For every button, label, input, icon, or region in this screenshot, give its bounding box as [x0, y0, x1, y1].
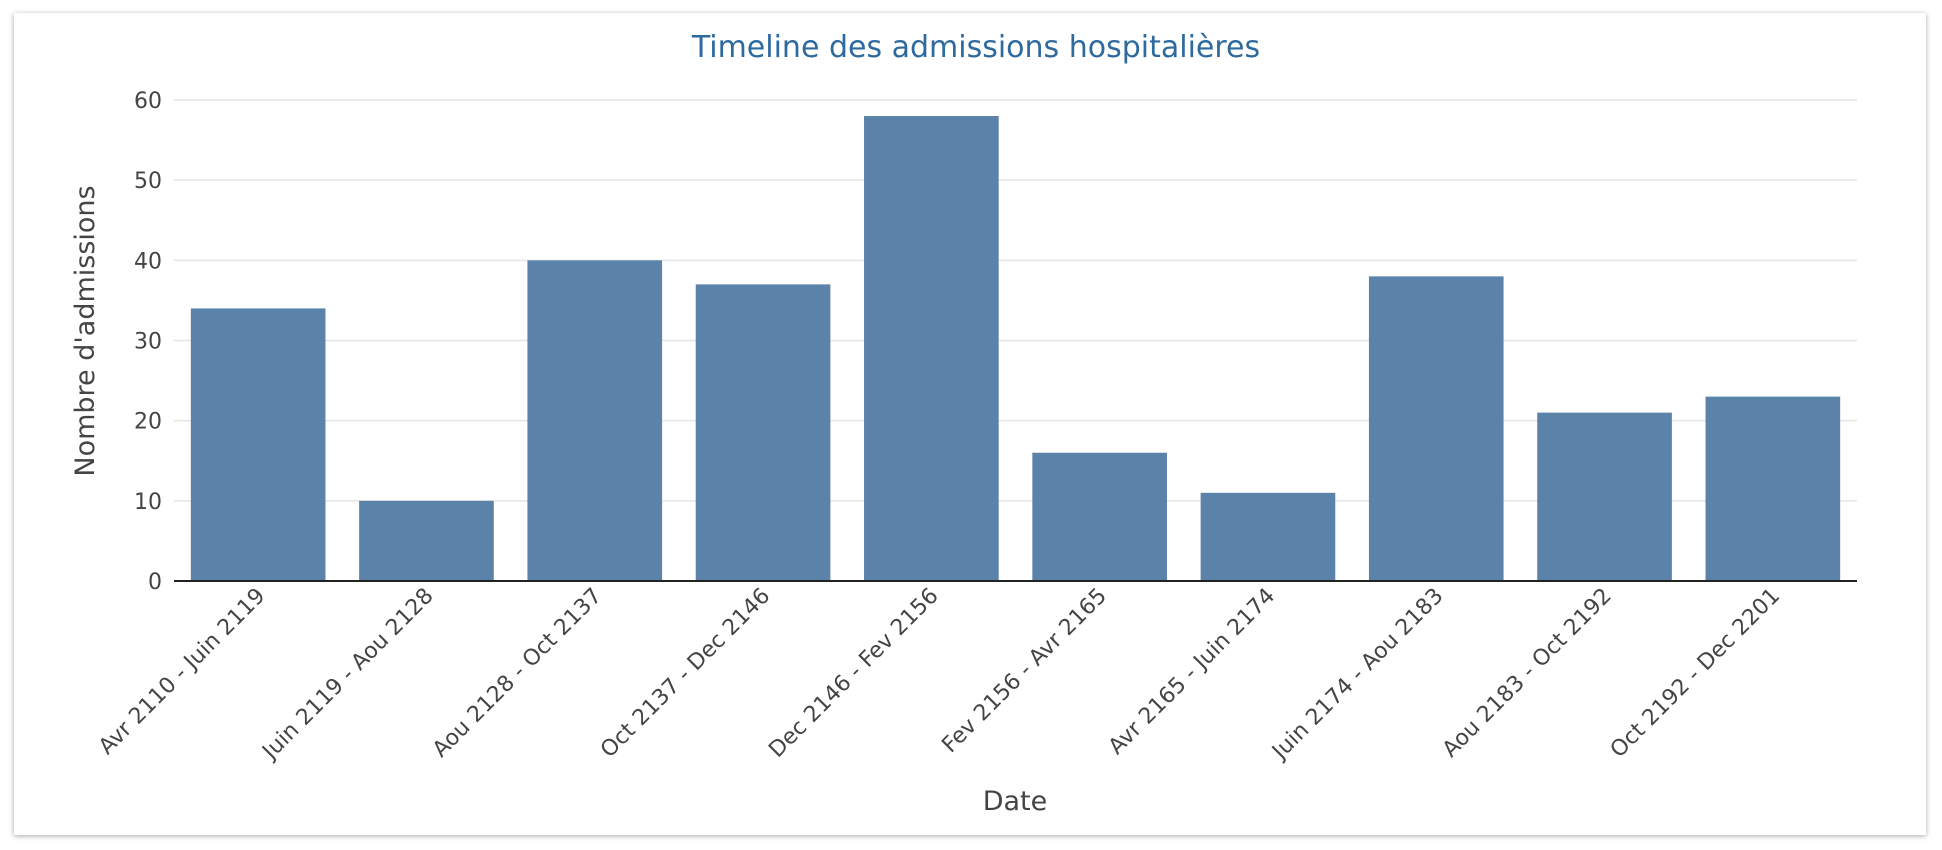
- chart-title: Timeline des admissions hospitalières: [691, 30, 1260, 65]
- x-tick-label: Juin 2119 - Aou 2128: [257, 584, 439, 766]
- x-tick-label: Juin 2174 - Aou 2183: [1266, 584, 1448, 766]
- bar: [1537, 412, 1672, 581]
- bar: [695, 284, 831, 581]
- x-tick-label: Dec 2146 - Fev 2156: [764, 584, 943, 763]
- y-tick-label: 20: [134, 410, 162, 435]
- y-tick-label: 30: [134, 330, 162, 355]
- y-tick-label: 50: [134, 169, 162, 194]
- y-tick-label: 60: [134, 89, 162, 114]
- y-tick-label: 0: [148, 570, 162, 595]
- bar: [1032, 452, 1167, 581]
- bar: [1368, 276, 1504, 581]
- bar: [1200, 492, 1336, 581]
- x-tick-label: Aou 2183 - Oct 2192: [1438, 584, 1617, 763]
- bar: [359, 500, 494, 581]
- x-tick-label: Oct 2192 - Dec 2201: [1606, 584, 1785, 763]
- bar-chart: Timeline des admissions hospitalières No…: [70, 30, 1857, 817]
- y-axis-title: Nombre d'admissions: [70, 185, 101, 476]
- x-tick-label: Fev 2156 - Avr 2165: [937, 584, 1111, 758]
- y-tick-label: 40: [134, 249, 162, 274]
- y-tick-labels: 0 10 20 30 40 50 60: [134, 89, 162, 595]
- y-tick-label: 10: [134, 490, 162, 515]
- x-tick-label: Avr 2165 - Juin 2174: [1104, 584, 1280, 760]
- bars: [190, 116, 1841, 582]
- x-tick-label: Aou 2128 - Oct 2137: [428, 584, 607, 763]
- bar: [527, 260, 663, 581]
- chart-card: Timeline des admissions hospitalières No…: [14, 13, 1926, 835]
- bar: [190, 308, 326, 581]
- x-axis-title: Date: [983, 786, 1048, 817]
- x-tick-label: Oct 2137 - Dec 2146: [596, 584, 775, 763]
- bar: [1705, 396, 1841, 581]
- x-tick-label: Avr 2110 - Juin 2119: [94, 584, 270, 760]
- bar: [864, 116, 999, 582]
